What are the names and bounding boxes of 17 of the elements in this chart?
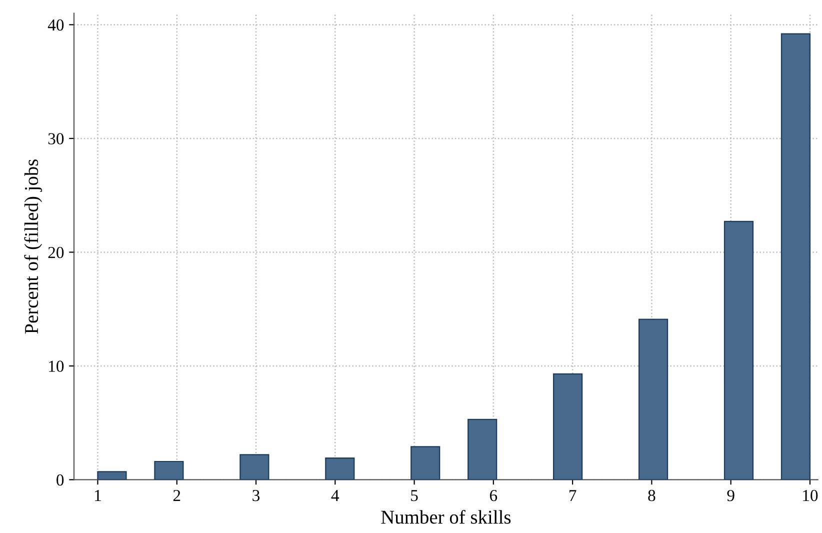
x-axis-title: Number of skills [381, 510, 511, 524]
x-tick-label: 6 [490, 490, 498, 502]
x-tick-label: 7 [569, 490, 576, 501]
x-tick-label: 4 [331, 490, 340, 501]
y-tick-label: 10 [49, 360, 64, 372]
x-tick-label: 10 [803, 490, 818, 502]
y-tick-label: 0 [56, 474, 64, 486]
y-axis-title: Percent of (filled) jobs [24, 159, 42, 334]
y-tick-label: 30 [48, 133, 64, 144]
x-tick-label: 1 [95, 490, 101, 501]
x-tick-label: 5 [411, 490, 418, 502]
y-tick-label: 40 [48, 19, 64, 31]
x-tick-label: 2 [173, 490, 180, 501]
x-tick-label: 3 [252, 490, 260, 502]
x-tick-label: 8 [648, 490, 656, 502]
y-tick-label: 20 [48, 246, 64, 258]
x-tick-label: 9 [727, 490, 734, 502]
